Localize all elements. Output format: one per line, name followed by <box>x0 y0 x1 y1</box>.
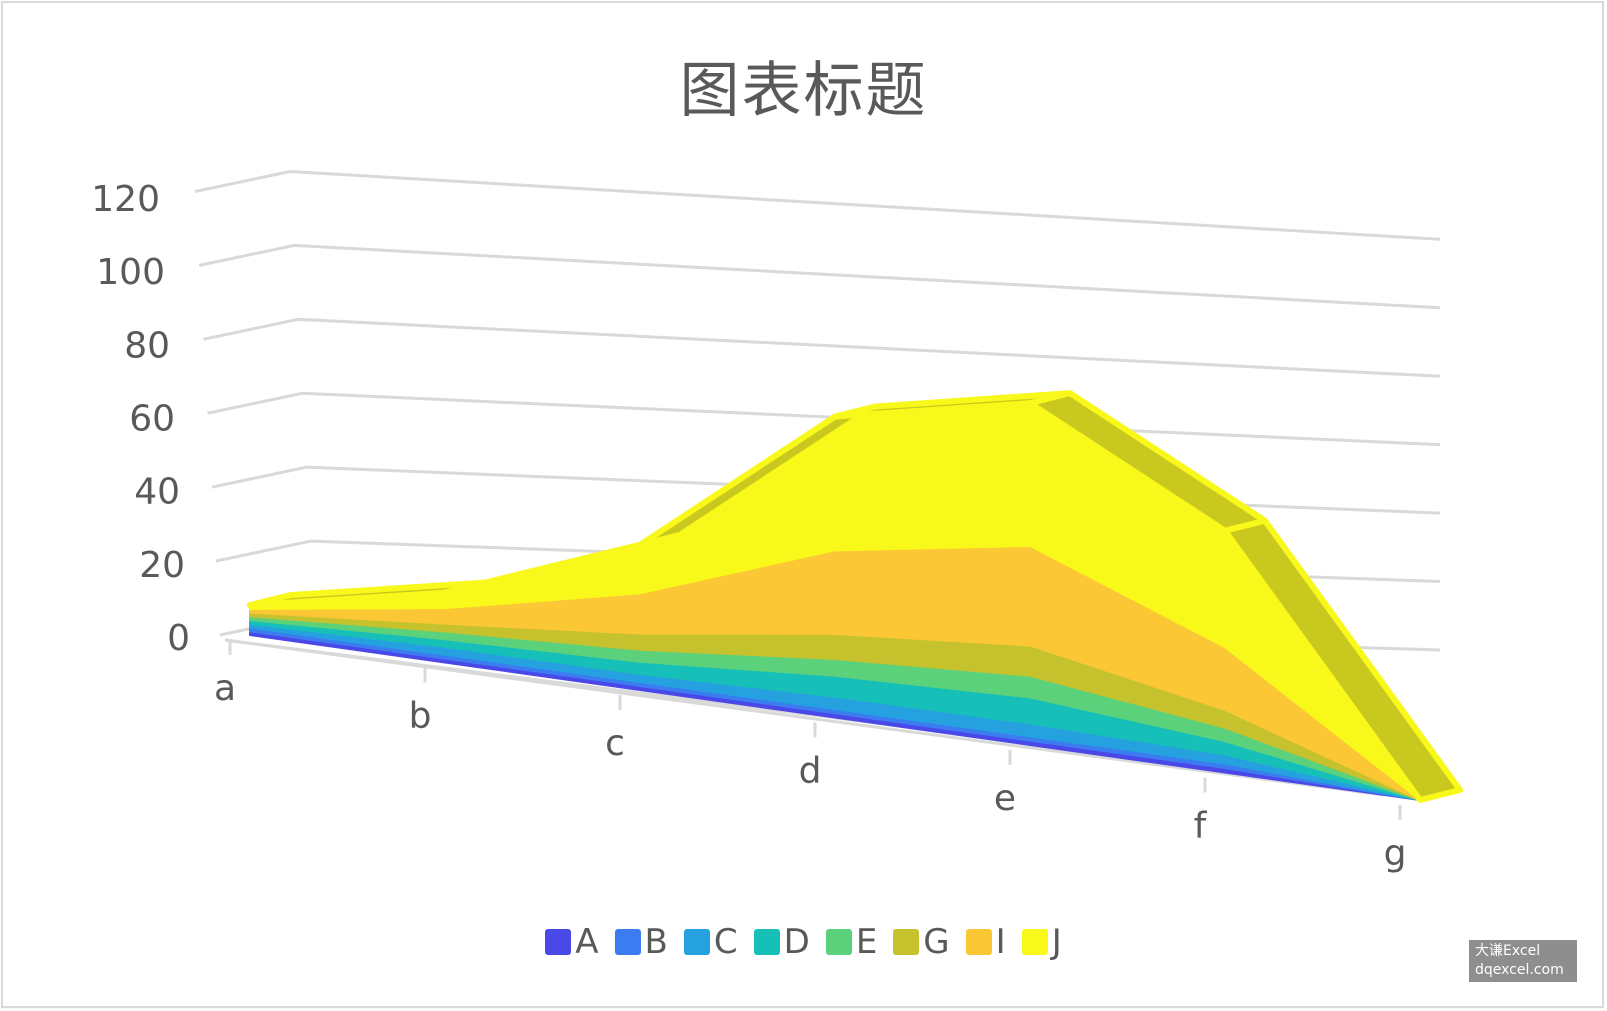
x-axis-line <box>224 638 1384 797</box>
legend-label: G <box>923 922 950 962</box>
chart-title: 图表标题 <box>679 56 928 126</box>
x-category-label: g <box>1384 833 1407 874</box>
legend-item-A: A <box>545 922 599 962</box>
legend-item-E: E <box>825 922 878 962</box>
area-J-rim <box>1222 517 1463 803</box>
x-category-label: a <box>214 668 236 709</box>
legend-item-D: D <box>753 922 810 962</box>
watermark-line1: 大谦Excel <box>1475 943 1541 959</box>
legend-swatch <box>753 929 780 955</box>
x-category-label: e <box>994 778 1016 819</box>
legend-label: E <box>855 922 878 962</box>
legend-item-J: J <box>1021 922 1062 962</box>
x-category-label: b <box>409 696 432 737</box>
y-tick-label: 0 <box>167 618 190 659</box>
x-category-label: f <box>1194 806 1208 847</box>
legend-swatch <box>683 929 710 955</box>
legend-item-B: B <box>614 922 668 962</box>
gridline <box>194 169 1441 241</box>
legend-swatch <box>614 929 641 955</box>
area-series <box>247 390 1463 803</box>
legend-swatch <box>545 929 572 955</box>
legend-swatch <box>893 929 920 955</box>
legend-label: J <box>1051 922 1062 962</box>
legend-label: I <box>995 922 1006 962</box>
x-tick-labels: a b c d e f g <box>214 668 1406 874</box>
legend-item-G: G <box>893 922 950 962</box>
legend-label: C <box>713 922 738 962</box>
gridline <box>203 317 1441 378</box>
legend-label: B <box>644 922 668 962</box>
watermark-line2: dqexcel.com <box>1475 962 1564 978</box>
y-tick-label: 60 <box>129 398 175 439</box>
watermark: 大谦Excel dqexcel.com <box>1469 940 1577 982</box>
y-tick-label: 100 <box>96 252 165 293</box>
y-tick-labels: 0 20 40 60 80 100 120 <box>91 179 190 659</box>
y-tick-label: 20 <box>139 545 185 586</box>
legend-swatch <box>1021 929 1048 955</box>
legend-label: A <box>575 922 599 962</box>
legend-item-C: C <box>683 922 738 962</box>
y-tick-label: 40 <box>134 472 180 513</box>
gridline <box>198 243 1441 310</box>
legend-item-I: I <box>965 922 1006 962</box>
y-tick-label: 80 <box>124 325 170 366</box>
legend-swatch <box>825 929 852 955</box>
y-tick-label: 120 <box>91 179 160 220</box>
x-category-label: c <box>605 723 625 764</box>
legend-label: D <box>783 922 810 962</box>
legend-swatch <box>965 929 992 955</box>
x-category-label: d <box>799 751 822 792</box>
